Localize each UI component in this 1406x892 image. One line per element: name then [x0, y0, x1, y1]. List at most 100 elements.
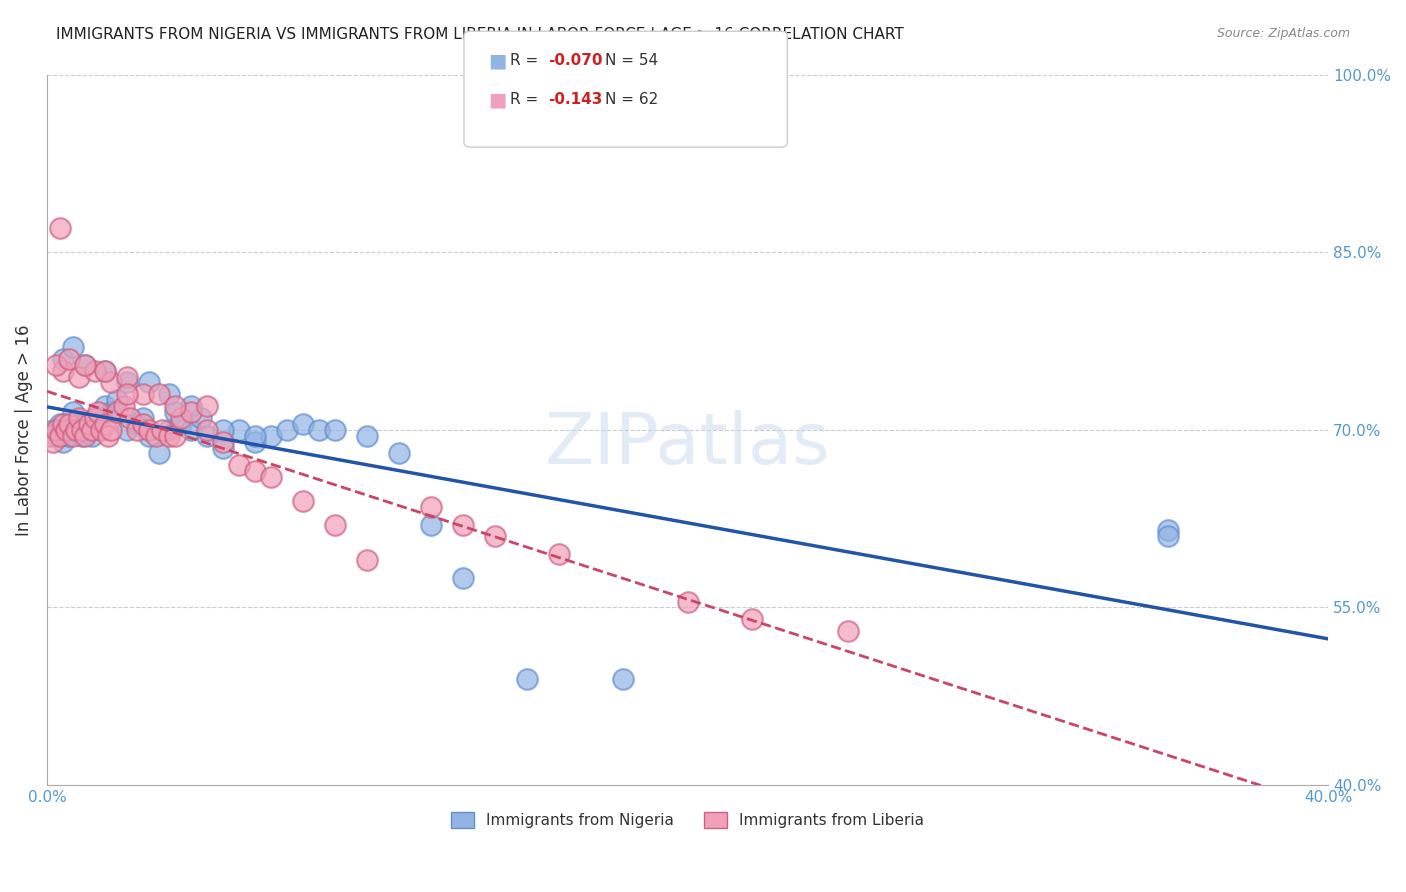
Point	[67, 369, 90, 384]
Point	[93, 363, 115, 377]
Point	[93, 417, 115, 431]
Point	[292, 494, 315, 508]
Point	[228, 458, 250, 473]
Point	[97, 428, 120, 442]
Point	[93, 399, 115, 413]
Point	[212, 423, 235, 437]
Point	[516, 672, 538, 686]
Point	[157, 428, 180, 442]
Point	[55, 423, 77, 437]
Point	[125, 423, 148, 437]
Point	[243, 434, 266, 449]
Point	[453, 517, 475, 532]
Point	[100, 423, 122, 437]
Point	[548, 547, 571, 561]
Point	[148, 387, 170, 401]
Point	[276, 423, 298, 437]
Point	[150, 423, 173, 437]
Text: Source: ZipAtlas.com: Source: ZipAtlas.com	[1216, 27, 1350, 40]
Point	[180, 423, 202, 437]
Point	[138, 423, 160, 437]
Point	[120, 411, 142, 425]
Point	[228, 423, 250, 437]
Point	[75, 358, 97, 372]
Point	[420, 500, 443, 514]
Point	[115, 369, 138, 384]
Point	[42, 423, 65, 437]
Point	[58, 417, 80, 431]
Point	[65, 423, 87, 437]
Point	[52, 434, 75, 449]
Point	[45, 358, 67, 372]
Point	[157, 387, 180, 401]
Point	[100, 405, 122, 419]
Point	[170, 417, 193, 431]
Point	[132, 417, 155, 431]
Point	[741, 612, 763, 626]
Point	[48, 221, 70, 235]
Point	[48, 428, 70, 442]
Text: ZIPatlas: ZIPatlas	[544, 409, 831, 478]
Text: R =: R =	[510, 54, 544, 68]
Text: N = 54: N = 54	[605, 54, 658, 68]
Point	[356, 428, 378, 442]
Point	[58, 428, 80, 442]
Point	[100, 376, 122, 390]
Point	[75, 428, 97, 442]
Point	[180, 399, 202, 413]
Point	[260, 428, 283, 442]
Point	[80, 428, 103, 442]
Point	[243, 464, 266, 478]
Point	[62, 340, 84, 354]
Point	[67, 417, 90, 431]
Point	[65, 423, 87, 437]
Point	[115, 387, 138, 401]
Point	[67, 411, 90, 425]
Point	[170, 411, 193, 425]
Point	[190, 411, 212, 425]
Point	[612, 672, 634, 686]
Point	[62, 428, 84, 442]
Text: -0.070: -0.070	[548, 54, 603, 68]
Point	[212, 434, 235, 449]
Point	[52, 417, 75, 431]
Point	[52, 363, 75, 377]
Point	[70, 423, 93, 437]
Point	[84, 363, 107, 377]
Point	[42, 434, 65, 449]
Point	[93, 363, 115, 377]
Point	[157, 423, 180, 437]
Point	[195, 423, 218, 437]
Point	[52, 351, 75, 366]
Point	[323, 423, 346, 437]
Point	[75, 358, 97, 372]
Point	[77, 417, 100, 431]
Point	[115, 376, 138, 390]
Point	[420, 517, 443, 532]
Point	[45, 428, 67, 442]
Point	[484, 529, 506, 543]
Point	[163, 399, 186, 413]
Point	[112, 399, 135, 413]
Point	[195, 399, 218, 413]
Point	[388, 446, 411, 460]
Point	[105, 405, 128, 419]
Text: ■: ■	[488, 51, 506, 70]
Point	[132, 387, 155, 401]
Point	[80, 423, 103, 437]
Point	[323, 517, 346, 532]
Point	[453, 571, 475, 585]
Point	[356, 553, 378, 567]
Text: N = 62: N = 62	[605, 93, 658, 107]
Text: -0.143: -0.143	[548, 93, 603, 107]
Point	[45, 423, 67, 437]
Point	[260, 470, 283, 484]
Point	[55, 423, 77, 437]
Point	[90, 423, 112, 437]
Point	[48, 417, 70, 431]
Point	[125, 417, 148, 431]
Point	[837, 624, 859, 639]
Text: ■: ■	[488, 90, 506, 110]
Point	[77, 423, 100, 437]
Text: IMMIGRANTS FROM NIGERIA VS IMMIGRANTS FROM LIBERIA IN LABOR FORCE | AGE > 16 COR: IMMIGRANTS FROM NIGERIA VS IMMIGRANTS FR…	[56, 27, 904, 43]
